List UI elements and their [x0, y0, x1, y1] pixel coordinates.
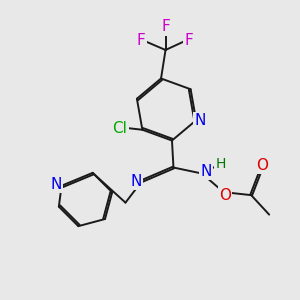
Text: Cl: Cl — [112, 121, 127, 136]
Text: N: N — [194, 113, 206, 128]
Text: N: N — [50, 177, 62, 192]
Text: O: O — [256, 158, 268, 173]
Text: H: H — [215, 157, 226, 171]
Text: N: N — [200, 164, 212, 178]
Text: F: F — [161, 20, 170, 34]
Text: N: N — [131, 173, 142, 188]
Text: O: O — [219, 188, 231, 202]
Text: F: F — [136, 34, 145, 49]
Text: F: F — [184, 34, 193, 49]
